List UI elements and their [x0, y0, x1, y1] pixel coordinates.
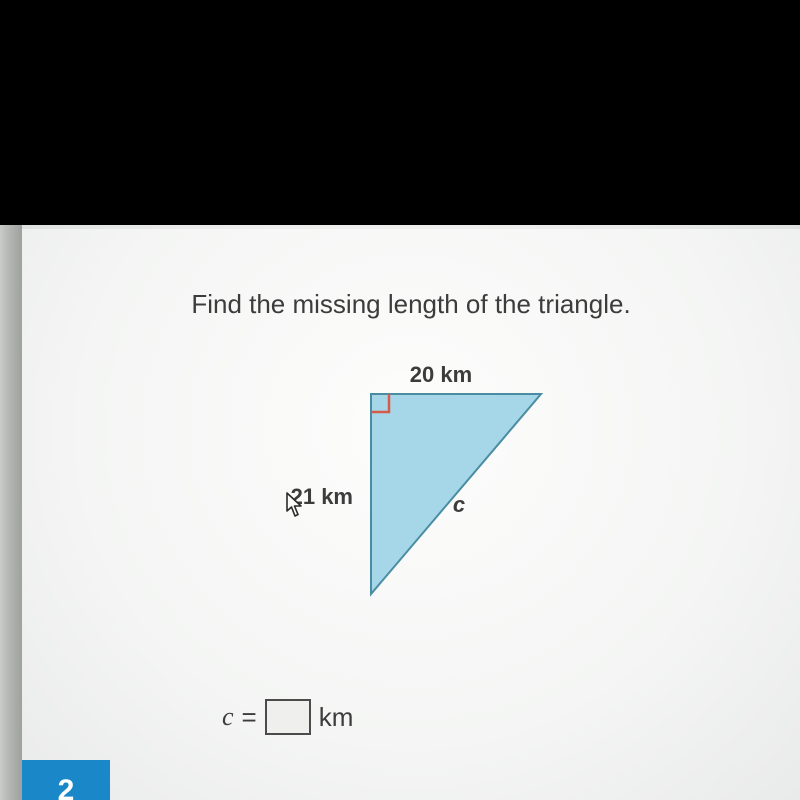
- answer-input[interactable]: [265, 699, 311, 735]
- label-left-side: 21 km: [291, 484, 353, 509]
- label-top-side: 20 km: [410, 364, 472, 387]
- page-edge-strip: [0, 225, 22, 800]
- question-prompt: Find the missing length of the triangle.: [191, 289, 630, 320]
- content-area: Find the missing length of the triangle.…: [0, 225, 800, 800]
- answer-variable: c: [222, 702, 234, 732]
- triangle-svg: 20 km 21 km c: [241, 364, 581, 624]
- question-number-label: 2: [58, 774, 75, 800]
- triangle-diagram: 20 km 21 km c: [241, 364, 581, 624]
- equals-sign: =: [242, 702, 257, 733]
- label-hypotenuse: c: [453, 492, 465, 517]
- question-number-tab[interactable]: 2: [22, 760, 110, 800]
- letterbox-top: [0, 0, 800, 225]
- answer-unit: km: [319, 702, 354, 733]
- question-card: Find the missing length of the triangle.…: [22, 229, 800, 800]
- answer-row: c = km: [222, 699, 353, 735]
